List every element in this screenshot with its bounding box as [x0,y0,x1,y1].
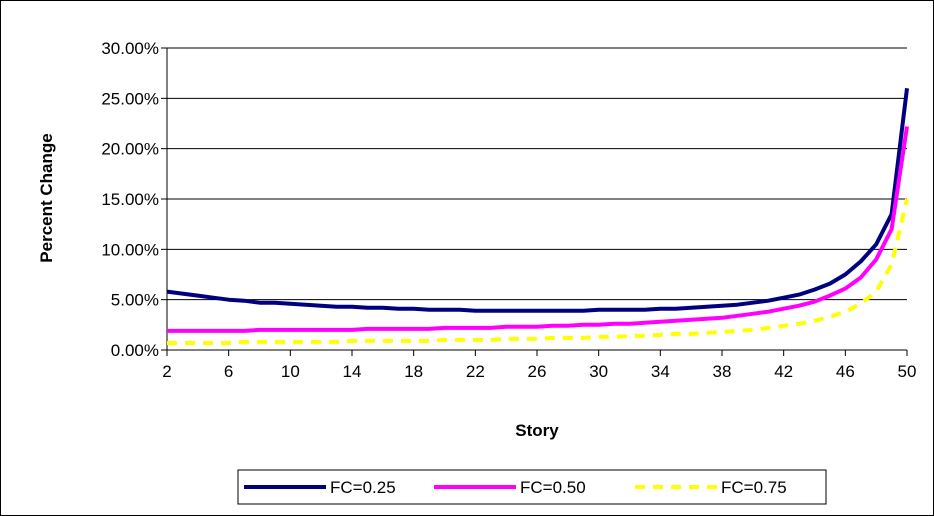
x-tick-label: 30 [589,362,608,381]
legend-box [237,469,827,505]
x-tick-label: 50 [898,362,917,381]
x-tick-label: 10 [281,362,300,381]
x-tick-label: 26 [528,362,547,381]
legend-label-2: FC=0.50 [520,478,586,497]
y-tick-label: 15.00% [101,190,159,209]
x-tick-label: 46 [836,362,855,381]
gridlines [167,47,907,301]
x-tick-label: 2 [162,362,171,381]
x-axis-title: Story [515,421,559,440]
series-lines [166,88,909,345]
y-tick-label: 5.00% [111,291,159,310]
x-tick-label: 22 [466,362,485,381]
y-tick-label: 20.00% [101,140,159,159]
x-tick-label: 14 [343,362,362,381]
x-tick-label: 38 [713,362,732,381]
y-tick-label: 25.00% [101,89,159,108]
y-axis-title: Percent Change [37,133,56,262]
series-line-2 [167,126,909,333]
y-tick-labels: 0.00% 5.00% 10.00% 15.00% 20.00% 25.00% 30.00% [101,39,159,360]
x-tick-label: 42 [774,362,793,381]
series-line-3 [167,198,909,345]
series-line-1 [166,88,909,313]
legend-label-3: FC=0.75 [721,478,787,497]
x-tick-label: 18 [404,362,423,381]
axes [161,47,908,356]
x-tick-labels: 2 6 10 14 18 22 26 30 34 38 42 46 50 [162,362,916,381]
y-tick-label: 0.00% [111,341,159,360]
legend: FC=0.25 FC=0.50 FC=0.75 [237,469,827,505]
x-tick-label: 34 [651,362,670,381]
y-tick-label: 10.00% [101,240,159,259]
legend-label-1: FC=0.25 [330,478,396,497]
x-tick-label: 6 [224,362,233,381]
y-tick-label: 30.00% [101,39,159,58]
